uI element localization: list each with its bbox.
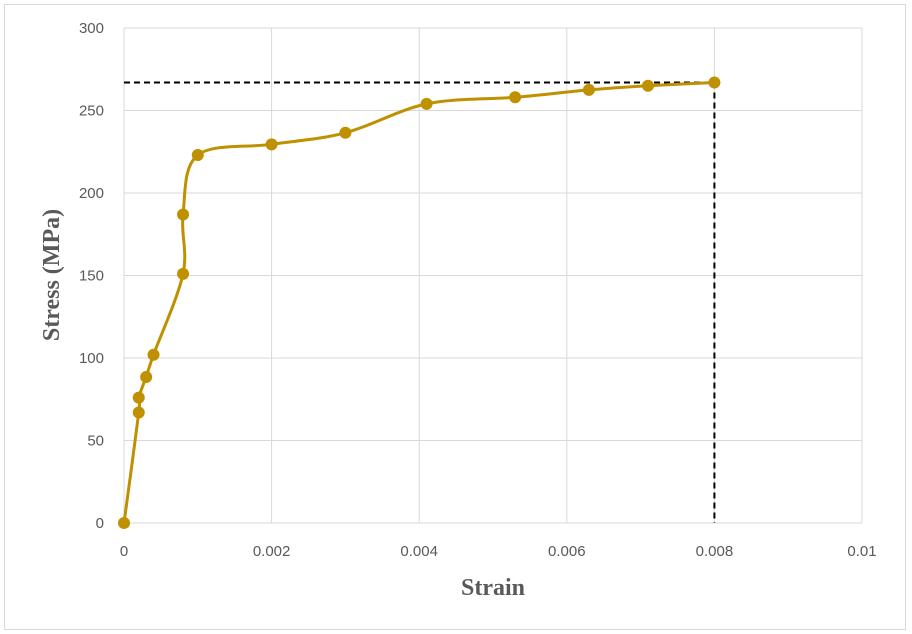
data-point: [708, 76, 721, 89]
y-tick-label: 100: [79, 350, 104, 367]
y-tick-label: 0: [96, 515, 104, 532]
data-point: [147, 348, 160, 361]
y-tick-label: 200: [79, 185, 104, 202]
data-point: [118, 517, 130, 529]
x-tick-label: 0.008: [696, 543, 734, 560]
y-tick-label: 300: [79, 20, 104, 37]
data-point: [177, 208, 190, 221]
data-point: [191, 149, 204, 162]
data-point: [339, 126, 352, 139]
y-tick-label: 50: [87, 433, 104, 450]
x-tick-label: 0.01: [847, 543, 876, 560]
y-axis-label: Stress (MPa): [39, 209, 65, 341]
tick-labels: 0 0.002 0.004 0.006 0.008 0.01 0 50 100 150 200 250…: [79, 20, 877, 560]
y-tick-label: 150: [79, 268, 104, 285]
y-tick-label: 250: [79, 103, 104, 120]
data-point: [582, 83, 595, 96]
data-point: [177, 267, 190, 280]
chart-frame: [4, 4, 906, 630]
x-tick-label: 0.004: [400, 543, 438, 560]
series: [118, 76, 721, 529]
data-point: [641, 79, 654, 92]
data-point: [509, 91, 522, 104]
x-tick-label: 0.006: [548, 543, 586, 560]
data-point: [265, 138, 278, 151]
reference-lines: [124, 81, 716, 523]
data-point: [140, 370, 153, 383]
x-axis-label: Strain: [461, 575, 525, 601]
data-point: [132, 406, 145, 419]
gridlines: [123, 27, 863, 524]
data-point: [420, 97, 433, 110]
x-tick-label: 0: [120, 543, 128, 560]
data-point: [132, 391, 145, 404]
x-tick-label: 0.002: [253, 543, 291, 560]
